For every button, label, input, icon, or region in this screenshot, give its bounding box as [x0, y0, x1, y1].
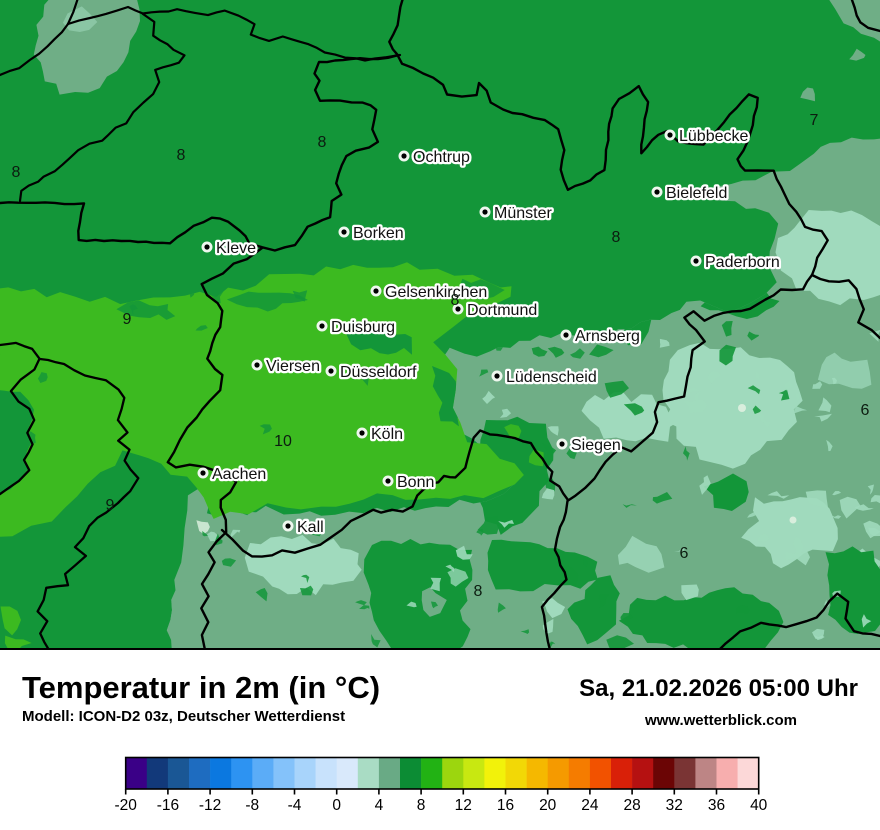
- svg-text:-8: -8: [245, 797, 259, 814]
- svg-text:9: 9: [106, 497, 115, 514]
- svg-text:28: 28: [623, 797, 640, 814]
- svg-text:8: 8: [474, 583, 483, 600]
- svg-text:6: 6: [680, 545, 689, 562]
- svg-text:12: 12: [455, 797, 472, 814]
- svg-text:Paderborn: Paderborn: [705, 254, 780, 271]
- svg-text:8: 8: [318, 134, 327, 151]
- svg-text:Duisburg: Duisburg: [331, 319, 395, 336]
- svg-text:-16: -16: [157, 797, 179, 814]
- svg-text:32: 32: [666, 797, 683, 814]
- svg-text:Borken: Borken: [353, 225, 404, 242]
- svg-text:Siegen: Siegen: [571, 437, 621, 454]
- svg-text:Bonn: Bonn: [397, 474, 434, 491]
- svg-text:Arnsberg: Arnsberg: [575, 328, 640, 345]
- svg-text:0: 0: [332, 797, 341, 814]
- svg-text:Kleve: Kleve: [216, 240, 256, 257]
- svg-text:Lüdenscheid: Lüdenscheid: [506, 369, 597, 386]
- svg-text:8: 8: [612, 229, 621, 246]
- svg-text:10: 10: [274, 433, 292, 450]
- svg-text:-20: -20: [114, 797, 137, 814]
- svg-text:-12: -12: [199, 797, 221, 814]
- svg-text:Köln: Köln: [371, 426, 403, 443]
- svg-text:20: 20: [539, 797, 557, 814]
- svg-text:9: 9: [123, 311, 132, 328]
- svg-text:8: 8: [12, 164, 21, 181]
- svg-text:Gelsenkirchen: Gelsenkirchen: [385, 284, 487, 301]
- svg-text:8: 8: [451, 292, 460, 309]
- svg-text:Viersen: Viersen: [266, 358, 320, 375]
- svg-text:36: 36: [708, 797, 725, 814]
- svg-text:Dortmund: Dortmund: [467, 302, 537, 319]
- svg-text:4: 4: [375, 797, 384, 814]
- svg-text:24: 24: [581, 797, 599, 814]
- svg-text:6: 6: [861, 402, 870, 419]
- svg-text:7: 7: [810, 112, 819, 129]
- svg-text:Bielefeld: Bielefeld: [666, 185, 727, 202]
- svg-text:40: 40: [750, 797, 768, 814]
- svg-text:8: 8: [177, 147, 186, 164]
- svg-text:Lübbecke: Lübbecke: [679, 128, 748, 145]
- svg-text:Düsseldorf: Düsseldorf: [340, 364, 417, 381]
- svg-text:8: 8: [417, 797, 426, 814]
- svg-text:Ochtrup: Ochtrup: [413, 149, 470, 166]
- svg-text:Aachen: Aachen: [212, 466, 266, 483]
- svg-text:16: 16: [497, 797, 514, 814]
- svg-text:-4: -4: [288, 797, 302, 814]
- svg-text:Kall: Kall: [297, 519, 324, 536]
- svg-text:Münster: Münster: [494, 205, 552, 222]
